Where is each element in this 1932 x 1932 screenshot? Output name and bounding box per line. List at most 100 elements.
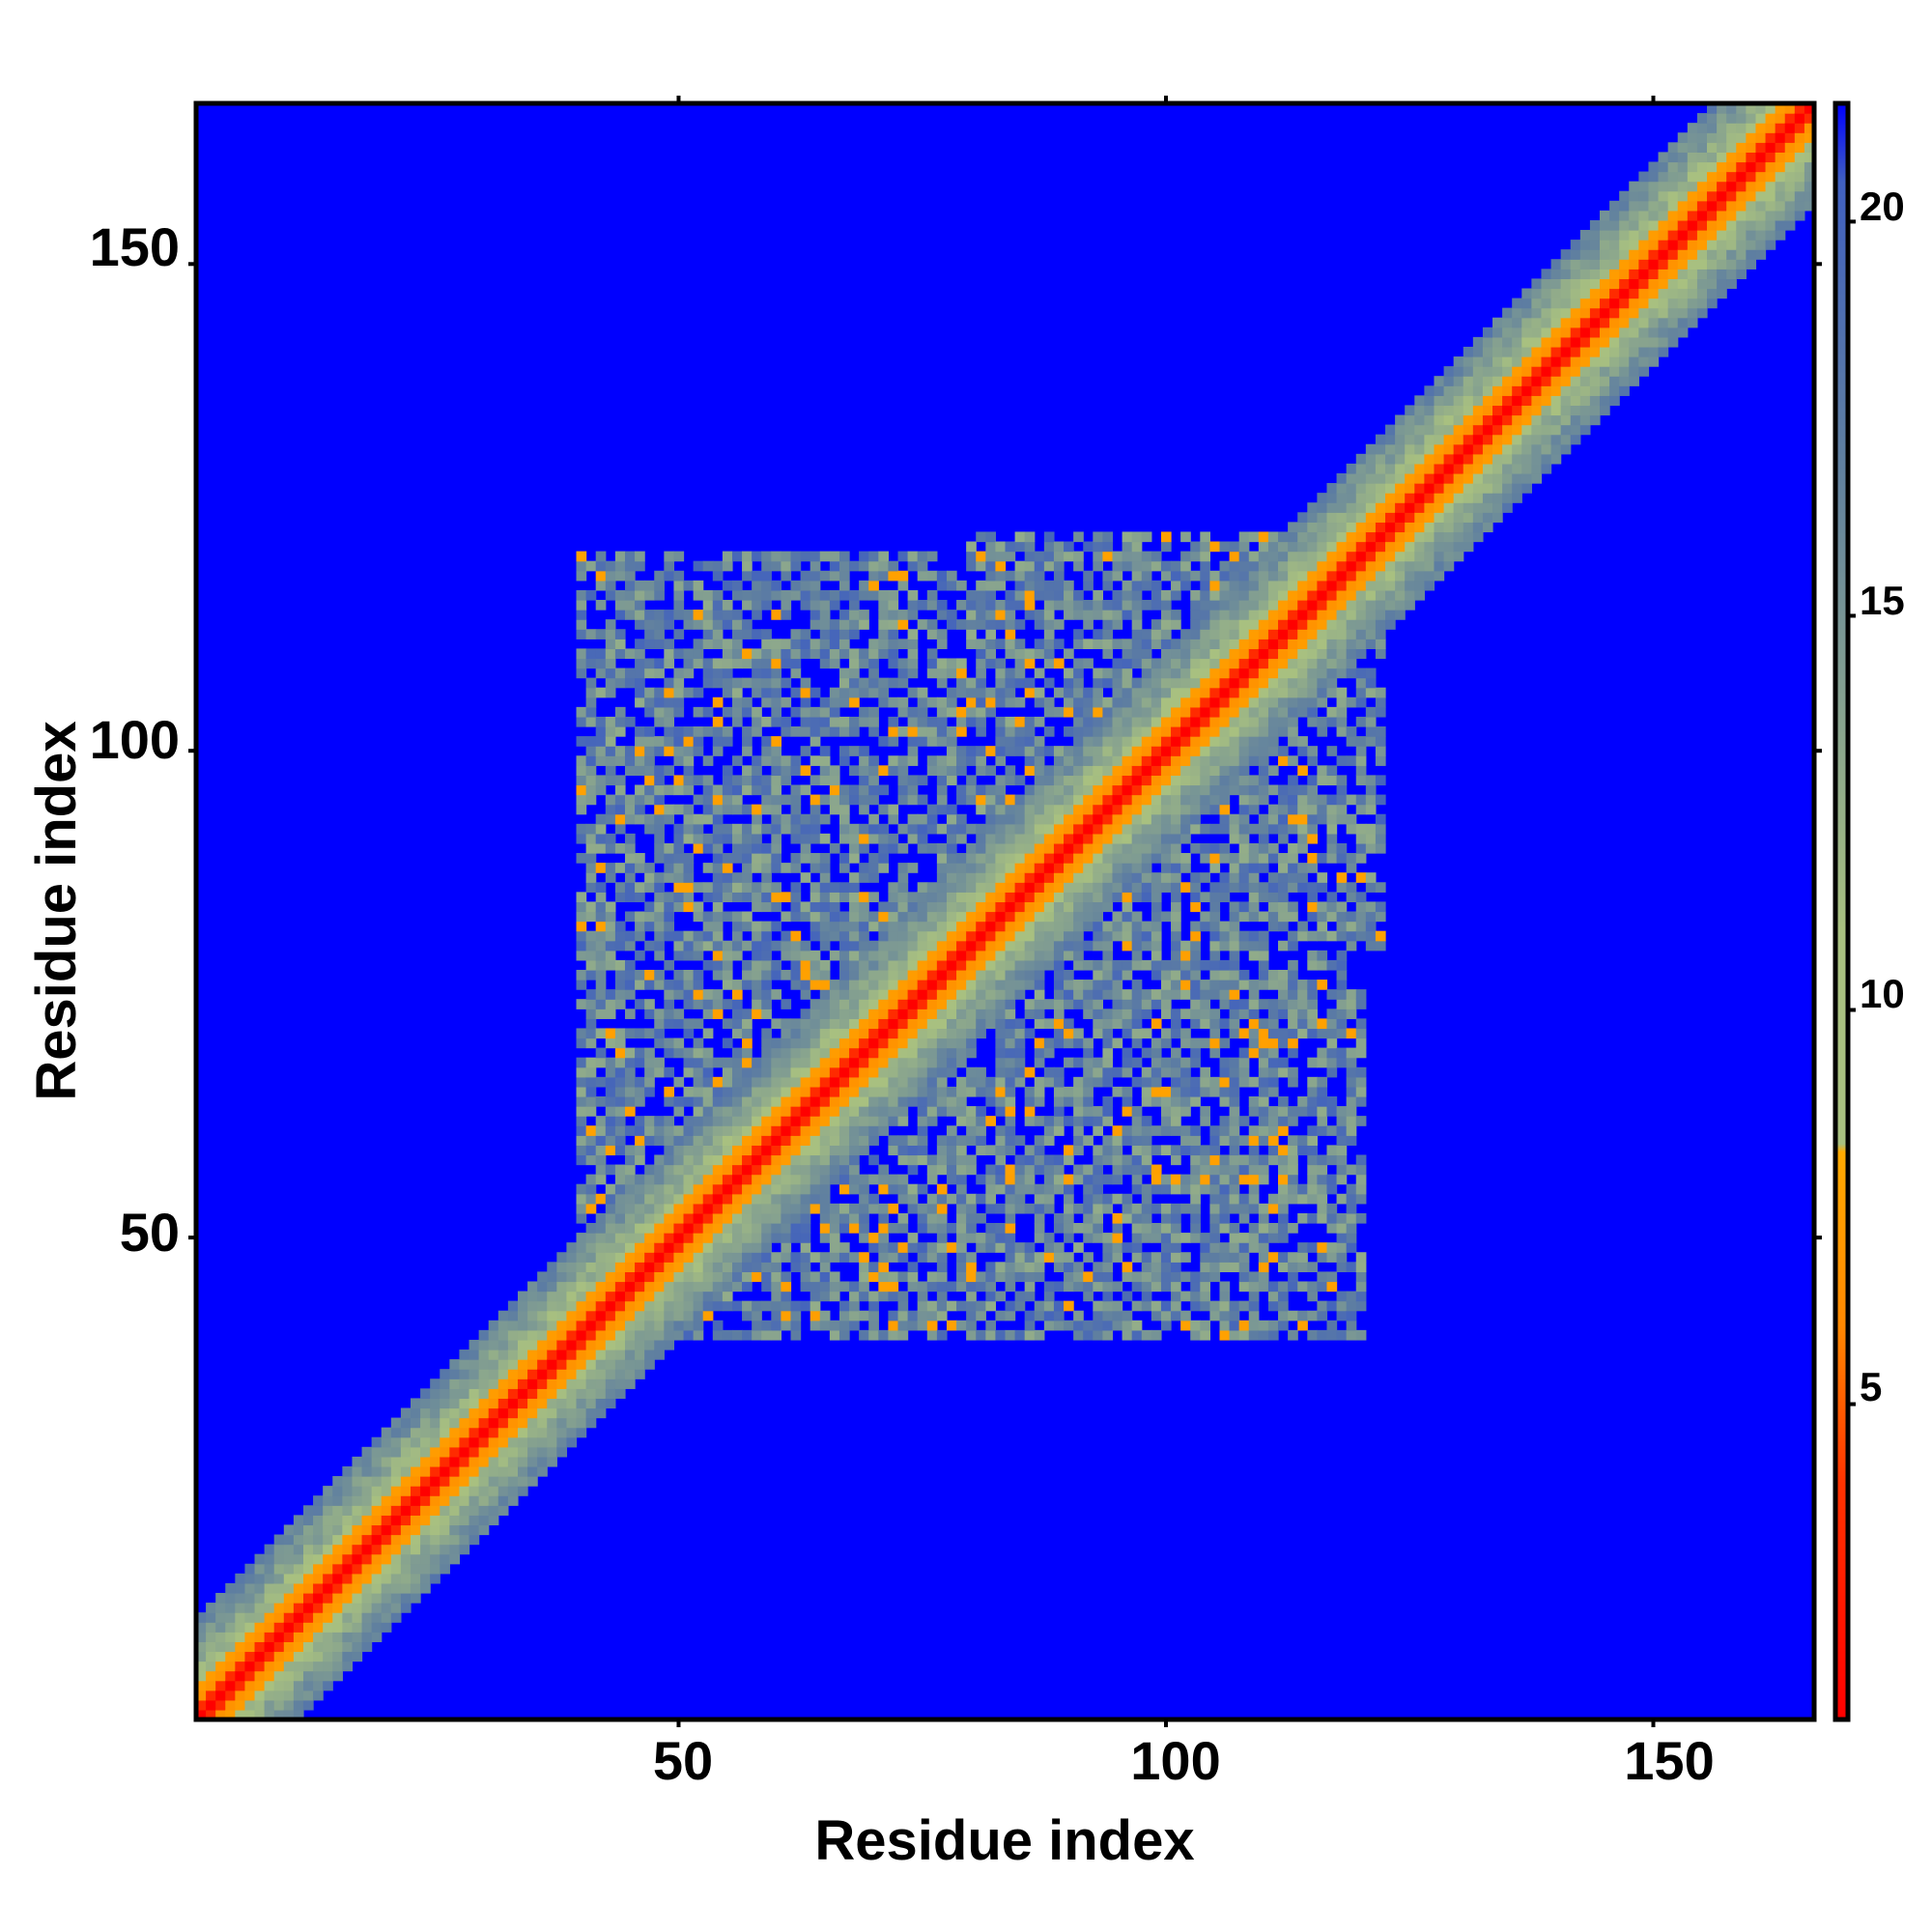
heatmap-cell xyxy=(1112,687,1123,698)
heatmap-cell xyxy=(897,726,909,737)
heatmap-cell xyxy=(917,911,928,923)
heatmap-cell xyxy=(702,1164,714,1176)
heatmap-cell xyxy=(1102,1037,1114,1049)
heatmap-cell xyxy=(888,930,899,942)
heatmap-cell xyxy=(332,1563,343,1575)
heatmap-cell xyxy=(576,1145,587,1156)
heatmap-cell xyxy=(313,1563,324,1575)
heatmap-cell xyxy=(829,1047,840,1059)
heatmap-cell xyxy=(1190,541,1201,553)
heatmap-cell xyxy=(673,648,685,660)
heatmap-cell xyxy=(664,921,675,932)
heatmap-cell xyxy=(1141,1009,1152,1019)
heatmap-cell xyxy=(635,1320,645,1331)
heatmap-cell xyxy=(897,959,909,971)
heatmap-cell xyxy=(673,969,685,980)
heatmap-cell xyxy=(1053,901,1065,913)
heatmap-cell xyxy=(390,1603,402,1613)
heatmap-cell xyxy=(752,1329,762,1341)
heatmap-cell xyxy=(1024,882,1036,893)
heatmap-cell xyxy=(810,911,821,923)
heatmap-cell xyxy=(459,1476,470,1487)
heatmap-cell xyxy=(800,1223,811,1234)
heatmap-cell xyxy=(897,1047,909,1059)
heatmap-cell xyxy=(1005,1145,1016,1156)
heatmap-cell xyxy=(644,589,655,601)
heatmap-cell xyxy=(781,1212,792,1224)
heatmap-cell xyxy=(1180,1037,1191,1049)
heatmap-cell xyxy=(761,687,772,698)
heatmap-cell xyxy=(1200,1145,1210,1156)
heatmap-cell xyxy=(1014,1193,1026,1205)
heatmap-cell xyxy=(664,687,675,698)
heatmap-cell xyxy=(469,1465,480,1477)
heatmap-cell xyxy=(1180,629,1191,639)
heatmap-cell xyxy=(537,1300,548,1312)
heatmap-cell xyxy=(1160,1106,1172,1117)
heatmap-cell xyxy=(664,863,675,873)
heatmap-cell xyxy=(771,1320,782,1331)
heatmap-cell xyxy=(790,1076,802,1088)
heatmap-cell xyxy=(1053,833,1065,844)
heatmap-cell xyxy=(1093,589,1103,601)
heatmap-cell xyxy=(225,1661,236,1672)
heatmap-cell xyxy=(946,1018,957,1030)
heatmap-cell xyxy=(547,1436,557,1448)
heatmap-cell xyxy=(731,921,743,932)
heatmap-cell xyxy=(849,1291,860,1302)
heatmap-cell xyxy=(995,1291,1007,1302)
heatmap-cell xyxy=(1093,541,1103,553)
heatmap-cell xyxy=(683,863,695,873)
heatmap-cell xyxy=(635,1271,645,1283)
heatmap-cell xyxy=(683,980,695,990)
heatmap-cell xyxy=(440,1486,450,1496)
heatmap-cell xyxy=(1005,696,1016,708)
heatmap-cell xyxy=(673,1164,685,1176)
heatmap-cell xyxy=(752,1135,762,1146)
heatmap-cell xyxy=(693,833,704,844)
heatmap-cell xyxy=(1064,842,1074,854)
heatmap-cell xyxy=(752,853,762,864)
heatmap-cell xyxy=(829,1028,840,1039)
heatmap-cell xyxy=(1171,794,1181,806)
heatmap-cell xyxy=(1093,610,1103,620)
heatmap-cell xyxy=(1122,1320,1133,1331)
heatmap-cell xyxy=(342,1486,354,1496)
heatmap-cell xyxy=(585,1407,597,1419)
heatmap-cell xyxy=(576,1427,587,1438)
heatmap-cell xyxy=(624,1252,636,1263)
heatmap-cell xyxy=(761,1154,772,1166)
heatmap-cell xyxy=(712,853,724,864)
heatmap-cell xyxy=(976,989,986,1000)
heatmap-cell xyxy=(888,1223,899,1234)
heatmap-cell xyxy=(849,921,860,932)
heatmap-cell xyxy=(1122,1095,1133,1107)
heatmap-cell xyxy=(868,1300,879,1312)
heatmap-cell xyxy=(1073,921,1084,932)
heatmap-cell xyxy=(1093,901,1103,913)
heatmap-cell xyxy=(976,911,986,923)
heatmap-cell xyxy=(1209,1183,1221,1195)
heatmap-cell xyxy=(702,1047,714,1059)
heatmap-cell xyxy=(800,1018,811,1030)
heatmap-cell xyxy=(293,1582,304,1594)
heatmap-cell xyxy=(838,1106,850,1117)
heatmap-cell xyxy=(761,1233,772,1243)
heatmap-cell xyxy=(332,1592,343,1604)
heatmap-cell xyxy=(1151,813,1162,825)
heatmap-cell xyxy=(1171,853,1181,864)
heatmap-cell xyxy=(1112,980,1123,990)
heatmap-cell xyxy=(624,1223,636,1234)
heatmap-cell xyxy=(235,1622,246,1633)
heatmap-cell xyxy=(712,911,724,923)
heatmap-cell xyxy=(1043,1164,1055,1176)
heatmap-cell xyxy=(771,775,782,786)
heatmap-cell xyxy=(1190,980,1201,990)
heatmap-cell xyxy=(361,1486,373,1496)
heatmap-cell xyxy=(683,872,695,883)
heatmap-cell xyxy=(926,950,938,961)
heatmap-cell xyxy=(215,1699,226,1711)
heatmap-cell xyxy=(819,1252,831,1263)
heatmap-cell xyxy=(761,1095,772,1107)
heatmap-cell xyxy=(381,1622,392,1633)
